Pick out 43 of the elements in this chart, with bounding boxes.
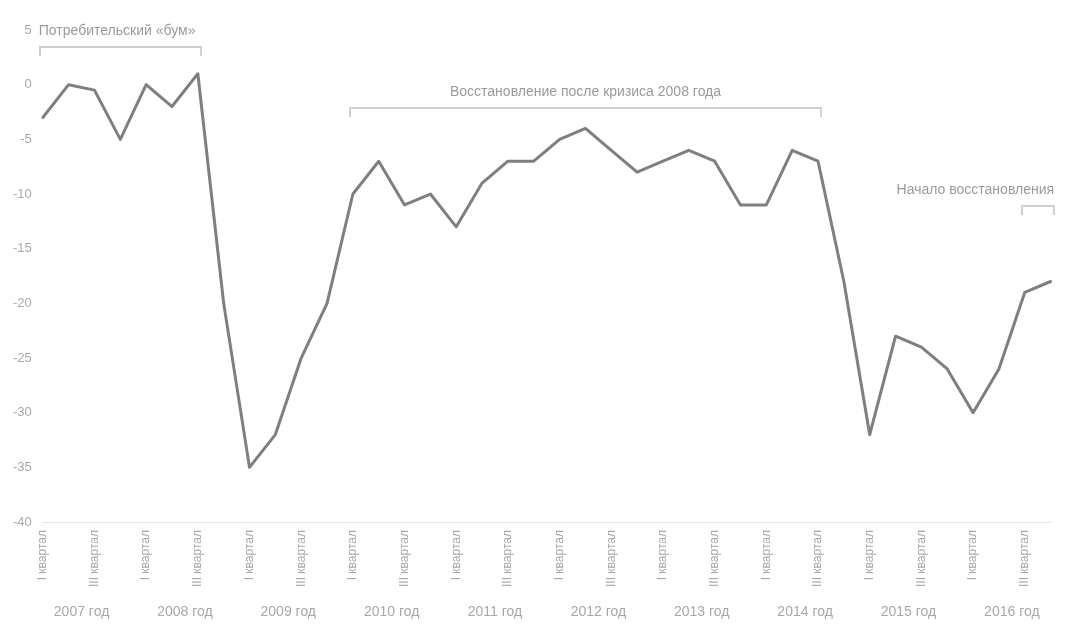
y-tick-label: -5 bbox=[20, 130, 32, 146]
x-tick-label: III квартал bbox=[86, 530, 101, 588]
y-tick-label: -20 bbox=[12, 294, 32, 310]
annotation: Восстановление после кризиса 2008 года bbox=[449, 82, 722, 99]
y-tick-label: -25 bbox=[12, 349, 32, 365]
x-tick-label: I квартал bbox=[35, 530, 50, 581]
x-tick-label: III квартал bbox=[810, 530, 825, 588]
y-tick-label: 5 bbox=[24, 21, 32, 37]
x-tick-label: III квартал bbox=[913, 530, 928, 588]
x-tick-label: III квартал bbox=[190, 530, 205, 588]
y-tick-label: -40 bbox=[12, 513, 32, 529]
text: 2012 год bbox=[570, 602, 627, 619]
y-tick-label: -15 bbox=[12, 240, 32, 256]
text: 2009 год bbox=[260, 602, 317, 619]
text: 2008 год bbox=[157, 602, 213, 619]
y-tick-label: -10 bbox=[12, 185, 32, 201]
x-tick-label: I квартал bbox=[138, 530, 153, 581]
x-tick-label: III квартал bbox=[1017, 530, 1032, 588]
x-tick-label: I квартал bbox=[862, 530, 877, 581]
x-tick-label: III квартал bbox=[500, 530, 515, 588]
x-tick-label: III квартал bbox=[396, 530, 411, 588]
x-tick-label: I квартал bbox=[241, 530, 256, 581]
x-tick-label: I квартал bbox=[965, 530, 980, 581]
text: 2015 год bbox=[880, 602, 937, 619]
y-tick-label: -30 bbox=[12, 404, 32, 420]
annotation: Потребительский «бум» bbox=[38, 22, 196, 39]
y-tick-label: -35 bbox=[12, 458, 32, 474]
x-tick-label: I квартал bbox=[345, 530, 360, 581]
text: 2011 год bbox=[467, 602, 523, 619]
x-tick-label: I квартал bbox=[551, 530, 566, 581]
x-tick-label: III квартал bbox=[603, 530, 618, 588]
x-tick-label: III квартал bbox=[293, 530, 308, 588]
text: 2010 год bbox=[363, 602, 420, 619]
x-tick-label: III квартал bbox=[706, 530, 721, 588]
x-tick-label: I квартал bbox=[758, 530, 773, 581]
y-tick-label: 0 bbox=[24, 76, 32, 92]
annotation: Начало восстановления bbox=[896, 180, 1055, 197]
text: 2014 год bbox=[777, 602, 833, 619]
text: 2016 год bbox=[984, 602, 1040, 619]
x-tick-label: I квартал bbox=[448, 530, 463, 581]
x-tick-label: I квартал bbox=[655, 530, 670, 581]
text: 2013 год bbox=[674, 602, 730, 619]
text: 2007 год bbox=[53, 602, 110, 619]
